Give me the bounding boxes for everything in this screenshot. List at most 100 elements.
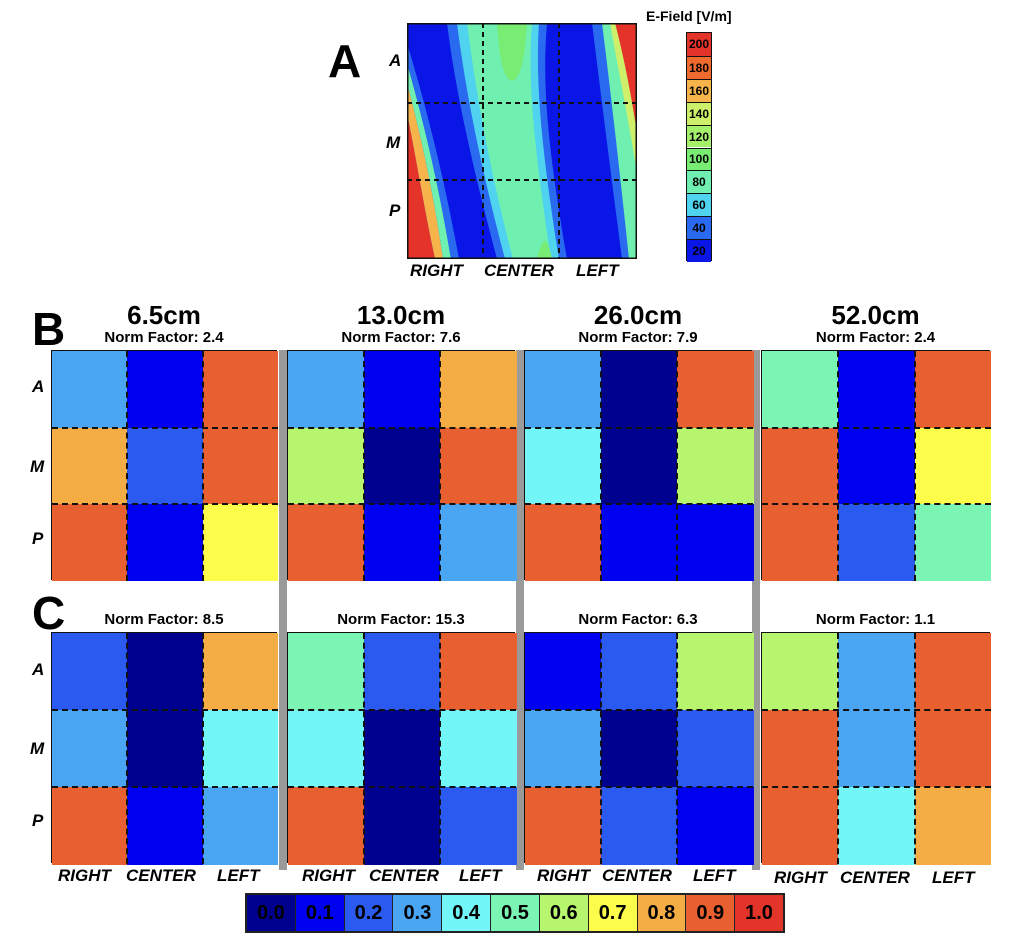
heatmap-cell: [838, 710, 916, 788]
col-label-center-1: CENTER: [126, 866, 196, 885]
col-label-center-3: CENTER: [602, 866, 672, 885]
heatmap-cell: [525, 787, 602, 865]
heatmap-cell: [364, 351, 441, 429]
heatmap-cell: [525, 351, 602, 429]
heatmap-grid: [761, 350, 992, 582]
heatmap-grid: [524, 350, 754, 582]
norm-factor-label: Norm Factor: 6.3: [578, 611, 698, 628]
heatmap-cell: [202, 427, 279, 505]
col-label-left-1: LEFT: [217, 866, 260, 885]
grid-divider: [600, 633, 602, 864]
heatmap-cell: [677, 427, 754, 505]
heatmap-cell: [127, 427, 204, 505]
heatmap-cell: [762, 427, 839, 505]
heatmap-cell: [914, 787, 992, 865]
separator-1: [279, 350, 287, 870]
legend-swatch-1.0: 1.0: [735, 895, 783, 931]
heatmap-grid: [51, 632, 279, 865]
efield-colorbar-tick-100: 100: [687, 147, 711, 171]
efield-colorbar-tick-40: 40: [687, 216, 711, 240]
efield-colorbar-tick-20: 20: [687, 239, 711, 262]
grid-divider: [288, 709, 516, 711]
grid-divider: [363, 351, 365, 581]
grid-divider: [201, 633, 204, 864]
heatmap-cell: [288, 504, 365, 582]
panel-label-b: B: [32, 303, 66, 355]
heatmap-cell: [762, 787, 839, 865]
heatmap-cell: [440, 633, 517, 711]
heatmap-cell: [440, 504, 517, 582]
heatmap-cell: [202, 787, 279, 865]
legend-swatch-0.7: 0.7: [588, 895, 638, 931]
grid-divider: [762, 426, 991, 429]
heatmap-cell: [677, 633, 754, 711]
heatmap-cell: [364, 504, 441, 582]
heatmap-cell: [677, 351, 754, 429]
grid-divider: [525, 709, 753, 711]
legend-swatch-0.0: 0.0: [247, 895, 296, 931]
heatmap-cell: [762, 710, 839, 788]
col-label-left-2: LEFT: [459, 866, 502, 885]
grid-divider: [676, 633, 678, 864]
heatmap-cell: [52, 351, 128, 429]
efield-colorbar-tick-80: 80: [687, 170, 711, 194]
legend-swatch-0.1: 0.1: [295, 895, 345, 931]
panel-c-row-label-a: A: [32, 660, 45, 679]
norm-factor-label: Norm Factor: 7.9: [578, 329, 698, 346]
col-label-right-2: RIGHT: [302, 866, 355, 885]
efield-contour-map: [407, 23, 637, 259]
heatmap-cell: [52, 633, 128, 711]
grid-divider: [439, 351, 441, 581]
grid-divider: [913, 351, 916, 581]
heatmap-cell: [677, 787, 754, 865]
panel-b-row-label-m: M: [30, 457, 45, 476]
grid-divider: [762, 503, 991, 506]
grid-divider: [363, 633, 365, 864]
heatmap-cell: [127, 633, 204, 711]
heatmap-cell: [127, 710, 204, 788]
col-label-center-2: CENTER: [369, 866, 439, 885]
legend-swatch-0.3: 0.3: [393, 895, 443, 931]
grid-divider: [762, 786, 991, 788]
heatmap-cell: [914, 633, 992, 711]
heatmap-cell: [677, 710, 754, 788]
heatmap-cell: [288, 351, 365, 429]
heatmap-cell: [914, 351, 992, 429]
col-label-right-3: RIGHT: [537, 866, 590, 885]
efield-colorbar-title: E-Field [V/m]: [646, 8, 732, 24]
heatmap-cell: [440, 427, 517, 505]
grid-divider: [288, 503, 516, 506]
heatmap-cell: [525, 710, 602, 788]
heatmap-cell: [52, 787, 128, 865]
panel-c-row-label-p: P: [32, 811, 44, 830]
subplot-title: 6.5cm: [127, 300, 201, 330]
heatmap-cell: [762, 504, 839, 582]
heatmap-cell: [202, 504, 279, 582]
separator-2: [516, 350, 524, 870]
grid-divider: [837, 633, 840, 864]
heatmap-cell: [127, 787, 204, 865]
grid-divider: [126, 351, 129, 581]
heatmap-cell: [838, 351, 916, 429]
col-label-left-4: LEFT: [932, 868, 975, 887]
grid-divider: [762, 709, 991, 711]
efield-colorbar-tick-120: 120: [687, 124, 711, 148]
heatmap-cell: [838, 633, 916, 711]
heatmap-cell: [288, 710, 365, 788]
efield-colorbar-tick-160: 160: [687, 78, 711, 102]
heatmap-grid: [761, 632, 992, 865]
norm-factor-label: Norm Factor: 15.3: [337, 611, 465, 628]
heatmap-cell: [364, 787, 441, 865]
heatmap-cell: [202, 351, 279, 429]
panel-a-row-label-a: A: [389, 51, 402, 70]
heatmap-cell: [52, 427, 128, 505]
heatmap-grid: [51, 350, 279, 582]
norm-factor-label: Norm Factor: 8.5: [104, 611, 224, 628]
grid-divider: [676, 351, 678, 581]
heatmap-cell: [288, 787, 365, 865]
legend-swatch-0.5: 0.5: [491, 895, 540, 931]
grid-divider: [126, 633, 129, 864]
heatmap-cell: [762, 633, 839, 711]
col-label-right-4: RIGHT: [774, 868, 827, 887]
heatmap-cell: [838, 427, 916, 505]
